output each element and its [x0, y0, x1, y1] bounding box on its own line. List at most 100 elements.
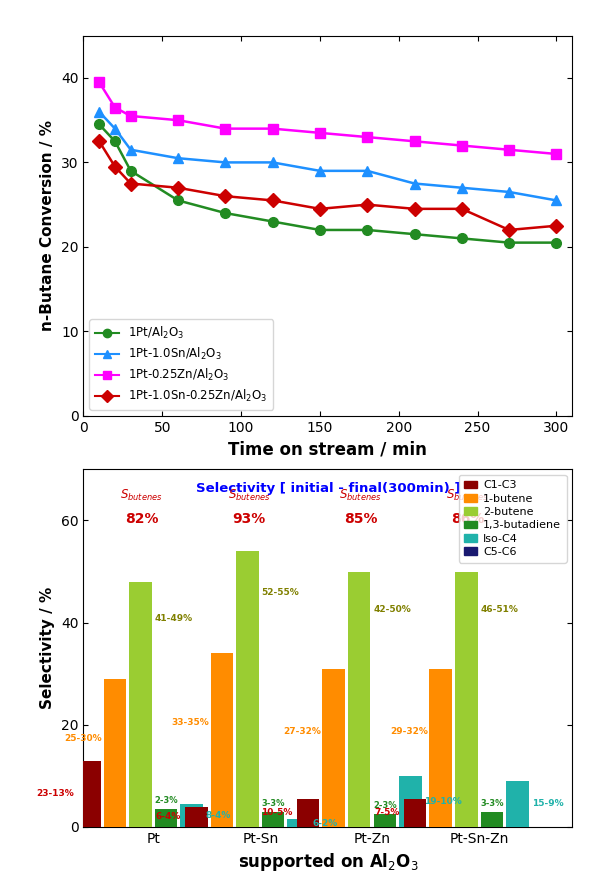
Y-axis label: Selectivity / %: Selectivity / %: [41, 587, 55, 709]
1Pt-1.0Sn/Al$_2$O$_3$: [269, 157, 276, 168]
Text: 41-49%: 41-49%: [154, 614, 193, 623]
Text: 3-3%: 3-3%: [262, 798, 285, 807]
Line: 1Pt-0.25Zn/Al$_2$O$_3$: 1Pt-0.25Zn/Al$_2$O$_3$: [94, 78, 561, 159]
1Pt-0.25Zn/Al$_2$O$_3$: [316, 128, 324, 139]
1Pt-1.0Sn-0.25Zn/Al$_2$O$_3$: [316, 204, 324, 215]
1Pt-1.0Sn/Al$_2$O$_3$: [316, 165, 324, 176]
Text: 46-51%: 46-51%: [480, 605, 519, 614]
1Pt-1.0Sn/Al$_2$O$_3$: [458, 182, 465, 193]
1Pt-1.0Sn-0.25Zn/Al$_2$O$_3$: [553, 221, 560, 232]
Text: 6-4%: 6-4%: [156, 813, 181, 822]
Bar: [210, 654, 233, 827]
Text: 29-32%: 29-32%: [390, 728, 428, 737]
1Pt-1.0Sn-0.25Zn/Al$_2$O$_3$: [364, 199, 371, 210]
Text: 27-32%: 27-32%: [283, 728, 321, 737]
1Pt/Al$_2$O$_3$: [553, 237, 560, 248]
Line: 1Pt/Al$_2$O$_3$: 1Pt/Al$_2$O$_3$: [94, 120, 561, 248]
Text: 33-35%: 33-35%: [172, 718, 209, 727]
1Pt-0.25Zn/Al$_2$O$_3$: [364, 131, 371, 142]
Text: 82%: 82%: [125, 511, 159, 526]
Text: $S_{butenes}$: $S_{butenes}$: [228, 487, 270, 502]
Text: Selectivity [ initial - final(300min) ]: Selectivity [ initial - final(300min) ]: [195, 482, 460, 495]
1Pt-1.0Sn-0.25Zn/Al$_2$O$_3$: [175, 182, 182, 193]
Bar: [480, 812, 503, 827]
Bar: [404, 799, 426, 827]
Text: $S_{butenes}$: $S_{butenes}$: [339, 487, 382, 502]
Text: 2-3%: 2-3%: [154, 796, 178, 805]
Bar: [129, 582, 152, 827]
1Pt-1.0Sn-0.25Zn/Al$_2$O$_3$: [505, 224, 513, 235]
Text: 7-5%: 7-5%: [374, 808, 400, 817]
Text: (A): (A): [313, 492, 343, 510]
Text: 52-55%: 52-55%: [262, 588, 299, 597]
Text: 85%: 85%: [344, 511, 377, 526]
Text: 2-3%: 2-3%: [373, 801, 396, 810]
1Pt-1.0Sn/Al$_2$O$_3$: [222, 157, 229, 168]
1Pt-1.0Sn/Al$_2$O$_3$: [553, 195, 560, 206]
Text: 86%: 86%: [451, 511, 484, 526]
Legend: 1Pt/Al$_2$O$_3$, 1Pt-1.0Sn/Al$_2$O$_3$, 1Pt-0.25Zn/Al$_2$O$_3$, 1Pt-1.0Sn-0.25Zn: 1Pt/Al$_2$O$_3$, 1Pt-1.0Sn/Al$_2$O$_3$, …: [89, 319, 274, 409]
1Pt/Al$_2$O$_3$: [175, 195, 182, 206]
1Pt-1.0Sn-0.25Zn/Al$_2$O$_3$: [411, 204, 418, 215]
1Pt-1.0Sn/Al$_2$O$_3$: [111, 123, 119, 134]
Line: 1Pt-1.0Sn-0.25Zn/Al$_2$O$_3$: 1Pt-1.0Sn-0.25Zn/Al$_2$O$_3$: [94, 137, 561, 235]
Bar: [155, 809, 178, 827]
Bar: [297, 799, 319, 827]
Bar: [322, 669, 345, 827]
Bar: [262, 812, 284, 827]
1Pt-1.0Sn-0.25Zn/Al$_2$O$_3$: [127, 178, 134, 189]
Bar: [236, 551, 259, 827]
1Pt/Al$_2$O$_3$: [95, 119, 103, 130]
Text: 25-30%: 25-30%: [64, 734, 102, 743]
1Pt-1.0Sn/Al$_2$O$_3$: [505, 187, 513, 198]
Bar: [374, 814, 396, 827]
1Pt/Al$_2$O$_3$: [458, 233, 465, 244]
Text: 8-4%: 8-4%: [206, 811, 231, 820]
1Pt-0.25Zn/Al$_2$O$_3$: [127, 111, 134, 122]
1Pt/Al$_2$O$_3$: [111, 136, 119, 147]
1Pt-0.25Zn/Al$_2$O$_3$: [458, 140, 465, 151]
1Pt-1.0Sn-0.25Zn/Al$_2$O$_3$: [222, 190, 229, 201]
1Pt-1.0Sn/Al$_2$O$_3$: [95, 106, 103, 117]
1Pt/Al$_2$O$_3$: [364, 224, 371, 235]
X-axis label: Time on stream / min: Time on stream / min: [228, 440, 427, 458]
Text: 15-9%: 15-9%: [532, 799, 563, 808]
Bar: [78, 761, 101, 827]
Bar: [287, 819, 310, 827]
Text: $S_{butenes}$: $S_{butenes}$: [446, 487, 489, 502]
1Pt-0.25Zn/Al$_2$O$_3$: [175, 114, 182, 125]
1Pt-0.25Zn/Al$_2$O$_3$: [222, 123, 229, 134]
Bar: [104, 679, 126, 827]
Line: 1Pt-1.0Sn/Al$_2$O$_3$: 1Pt-1.0Sn/Al$_2$O$_3$: [94, 107, 561, 206]
Y-axis label: n-Butane Conversion / %: n-Butane Conversion / %: [41, 120, 55, 332]
Text: 93%: 93%: [232, 511, 265, 526]
Text: 3-3%: 3-3%: [480, 798, 504, 807]
1Pt-1.0Sn-0.25Zn/Al$_2$O$_3$: [458, 204, 465, 215]
1Pt-0.25Zn/Al$_2$O$_3$: [553, 148, 560, 159]
1Pt-0.25Zn/Al$_2$O$_3$: [95, 77, 103, 88]
Text: $S_{butenes}$: $S_{butenes}$: [120, 487, 163, 502]
1Pt/Al$_2$O$_3$: [505, 237, 513, 248]
1Pt/Al$_2$O$_3$: [411, 229, 418, 240]
Text: 6-2%: 6-2%: [313, 819, 338, 828]
1Pt/Al$_2$O$_3$: [269, 216, 276, 227]
1Pt-1.0Sn-0.25Zn/Al$_2$O$_3$: [269, 195, 276, 206]
Text: 19-10%: 19-10%: [424, 797, 462, 805]
Bar: [185, 806, 207, 827]
1Pt-0.25Zn/Al$_2$O$_3$: [505, 144, 513, 156]
1Pt-0.25Zn/Al$_2$O$_3$: [111, 102, 119, 113]
Legend: C1-C3, 1-butene, 2-butene, 1,3-butadiene, Iso-C4, C5-C6: C1-C3, 1-butene, 2-butene, 1,3-butadiene…: [458, 475, 567, 562]
1Pt/Al$_2$O$_3$: [127, 165, 134, 176]
1Pt-1.0Sn/Al$_2$O$_3$: [175, 153, 182, 164]
Bar: [399, 776, 422, 827]
Text: 10-5%: 10-5%: [261, 808, 293, 817]
1Pt-0.25Zn/Al$_2$O$_3$: [269, 123, 276, 134]
Text: 42-50%: 42-50%: [373, 605, 411, 614]
1Pt-1.0Sn/Al$_2$O$_3$: [127, 144, 134, 156]
Bar: [506, 781, 529, 827]
1Pt-1.0Sn-0.25Zn/Al$_2$O$_3$: [111, 161, 119, 172]
1Pt-1.0Sn/Al$_2$O$_3$: [364, 165, 371, 176]
1Pt-1.0Sn-0.25Zn/Al$_2$O$_3$: [95, 136, 103, 147]
Bar: [181, 804, 203, 827]
Bar: [348, 571, 371, 827]
